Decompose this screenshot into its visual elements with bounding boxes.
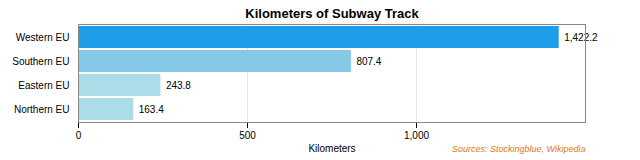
svg-text:Eastern EU: Eastern EU [18, 80, 69, 91]
svg-text:807.4: 807.4 [356, 56, 381, 67]
svg-text:Western EU: Western EU [16, 32, 70, 43]
svg-text:243.8: 243.8 [166, 80, 191, 91]
svg-text:Kilometers of Subway Track: Kilometers of Subway Track [245, 6, 419, 21]
svg-text:0: 0 [76, 130, 82, 141]
svg-text:1,000: 1,000 [404, 130, 429, 141]
svg-text:Kilometers: Kilometers [308, 143, 355, 154]
svg-text:500: 500 [239, 130, 256, 141]
svg-text:Sources: Stockingblue, Wikiped: Sources: Stockingblue, Wikipedia [452, 144, 586, 154]
svg-text:163.4: 163.4 [139, 104, 164, 115]
svg-text:Southern EU: Southern EU [12, 56, 69, 67]
svg-text:Northern EU: Northern EU [14, 104, 70, 115]
svg-text:1,422.2: 1,422.2 [564, 32, 598, 43]
